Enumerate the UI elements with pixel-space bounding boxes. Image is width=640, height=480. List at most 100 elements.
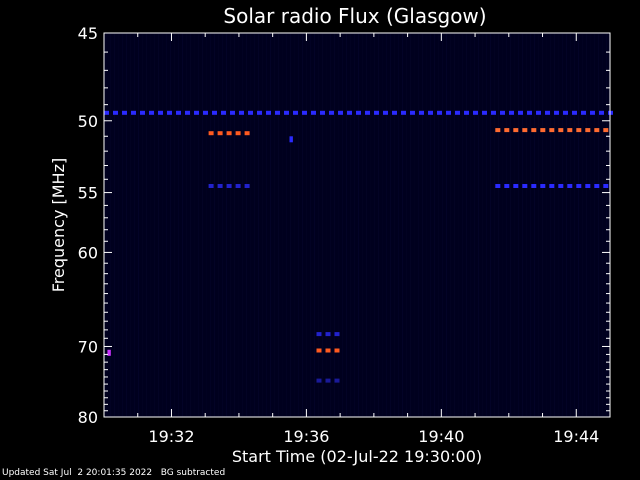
emission-mark [113,110,118,115]
y-tick-label: 80 [78,408,98,427]
emission-mark [158,110,163,115]
updated-timestamp: Updated Sat Jul 2 20:01:35 2022 [2,468,153,478]
emission-mark [293,110,298,115]
noise-stripe [314,33,315,417]
noise-stripe [294,33,295,417]
noise-stripe [166,33,167,417]
noise-stripe [254,33,255,417]
noise-stripe [526,33,527,417]
noise-stripe [222,33,223,417]
noise-stripe [518,33,519,417]
noise-stripe [522,33,523,417]
noise-stripe [438,33,439,417]
noise-stripe [146,33,147,417]
noise-stripe [494,33,495,417]
emission-mark [338,110,343,115]
emission-mark [334,378,340,383]
noise-stripe [270,33,271,417]
emission-mark [594,184,600,188]
noise-stripe [342,33,343,417]
noise-stripe [150,33,151,417]
emission-mark [302,110,307,115]
chart-title: Solar radio Flux (Glasgow) [223,4,486,28]
y-axis-label: Frequency [MHz] [49,158,68,292]
emission-mark [275,110,280,115]
emission-mark [176,110,181,115]
noise-stripe [558,33,559,417]
emission-mark [482,110,487,115]
emission-mark [531,128,537,133]
y-tick-label: 55 [78,184,98,203]
noise-stripe [114,33,115,417]
emission-mark [104,110,109,115]
noise-stripe [230,33,231,417]
emission-mark [540,128,546,133]
plot-area [104,33,610,417]
emission-mark [230,110,235,115]
emission-mark [540,184,546,188]
noise-stripe [502,33,503,417]
x-tick-label: 19:32 [148,427,194,446]
noise-stripe [110,33,111,417]
emission-mark [167,110,172,115]
emission-mark [527,110,532,115]
emission-mark [208,184,214,188]
noise-stripe [290,33,291,417]
noise-stripe [446,33,447,417]
noise-stripe [298,33,299,417]
noise-stripe [490,33,491,417]
emission-mark [203,110,208,115]
noise-stripe [194,33,195,417]
emission-mark [504,128,510,133]
noise-stripe [226,33,227,417]
emission-mark [212,110,217,115]
noise-stripe [202,33,203,417]
noise-stripe [498,33,499,417]
x-tick-label: 19:40 [418,427,464,446]
emission-mark [419,110,424,115]
noise-stripe [598,33,599,417]
emission-mark [563,110,568,115]
y-tick-label: 60 [78,243,98,262]
emission-mark [392,110,397,115]
noise-stripe [198,33,199,417]
noise-stripe [398,33,399,417]
noise-stripe [406,33,407,417]
noise-stripe [362,33,363,417]
noise-stripe [278,33,279,417]
emission-mark [437,110,442,115]
noise-stripe [306,33,307,417]
noise-stripe [238,33,239,417]
emission-mark [329,110,334,115]
emission-mark [217,184,223,188]
emission-mark [599,110,604,115]
noise-stripe [546,33,547,417]
noise-stripe [158,33,159,417]
emission-mark [428,110,433,115]
noise-stripe [414,33,415,417]
emission-mark [572,110,577,115]
noise-stripe [234,33,235,417]
noise-stripe [422,33,423,417]
emission-mark [473,110,478,115]
noise-stripe [378,33,379,417]
emission-mark [374,110,379,115]
emission-mark [603,128,609,133]
emission-mark [509,110,514,115]
noise-stripe [562,33,563,417]
x-tick-label: 19:44 [553,427,599,446]
noise-stripe [426,33,427,417]
emission-mark [149,110,154,115]
noise-stripe [450,33,451,417]
x-axis: 19:32 19:36 19:40 19:44 [103,33,611,446]
emission-mark [221,110,226,115]
noise-stripe [542,33,543,417]
emission-mark [248,110,253,115]
noise-stripe [570,33,571,417]
noise-stripe [242,33,243,417]
noise-stripe [374,33,375,417]
emission-mark [334,348,340,353]
noise-stripe [474,33,475,417]
noise-stripe [370,33,371,417]
emission-mark [356,110,361,115]
